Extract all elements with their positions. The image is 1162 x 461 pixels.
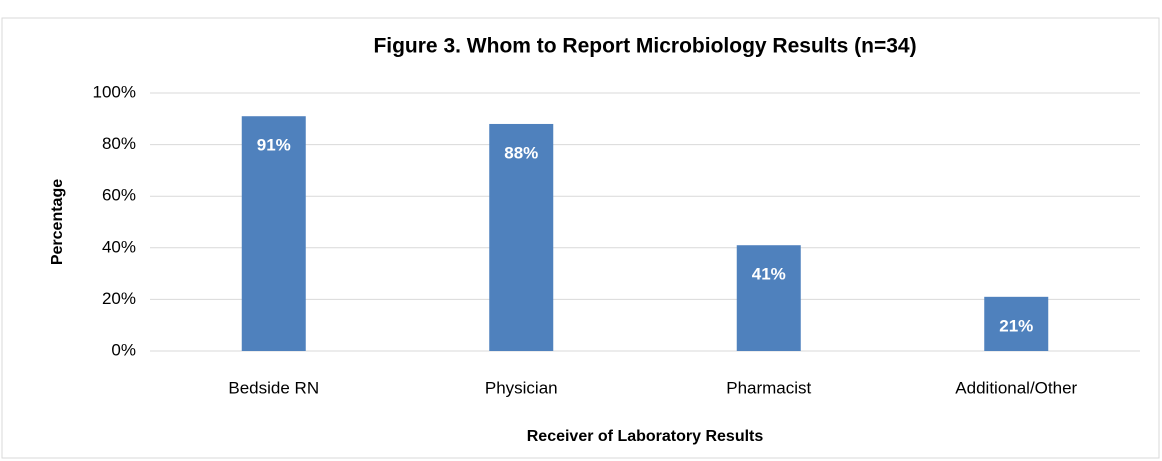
y-tick-label: 0% [111, 340, 136, 359]
x-tick-label: Pharmacist [726, 378, 811, 397]
bar [984, 296, 1049, 351]
bar [489, 123, 554, 352]
x-tick-label: Physician [485, 378, 558, 397]
x-axis-label: Receiver of Laboratory Results [527, 428, 764, 445]
y-tick-label: 60% [102, 186, 136, 205]
data-label: 88% [504, 143, 538, 162]
y-tick-label: 20% [102, 289, 136, 308]
x-tick-label: Additional/Other [955, 378, 1077, 397]
y-axis-label: Percentage [49, 179, 66, 265]
bar [736, 245, 801, 351]
data-label: 21% [999, 316, 1033, 335]
x-tick-label: Bedside RN [228, 378, 319, 397]
chart-frame [1, 17, 1160, 459]
y-tick-label: 40% [102, 237, 136, 256]
data-label: 91% [257, 136, 291, 155]
y-tick-label: 80% [102, 134, 136, 153]
data-label: 41% [752, 265, 786, 284]
chart-title: Figure 3. Whom to Report Microbiology Re… [373, 35, 916, 58]
bar [241, 116, 306, 351]
y-tick-label: 100% [93, 82, 136, 101]
